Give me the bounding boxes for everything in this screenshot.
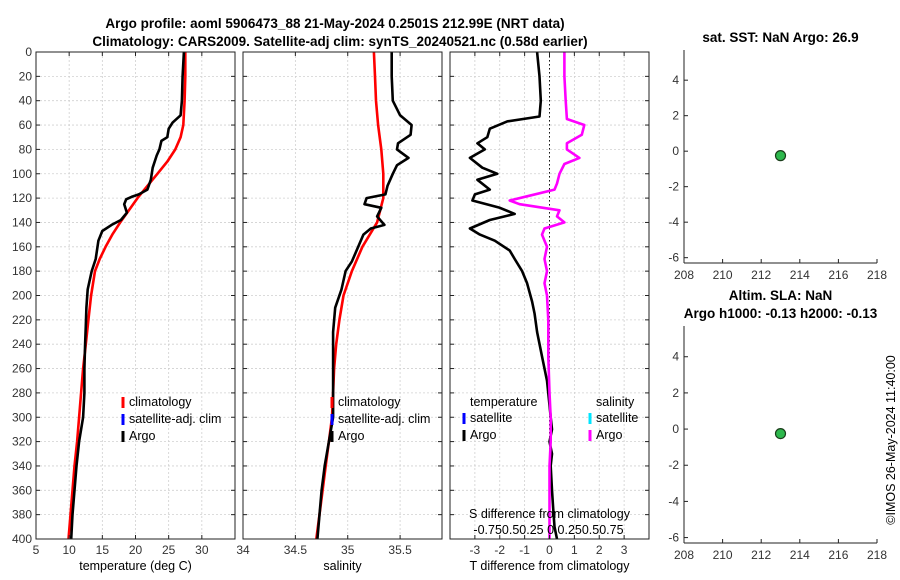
legend-label: satellite-adj. clim [129, 412, 221, 426]
panel-title: sat. SST: NaN Argo: 26.9 [702, 30, 858, 45]
tick-label-y: 400 [12, 532, 32, 546]
tick-label-x: 210 [713, 548, 733, 562]
series-salinity-argo [508, 52, 586, 539]
legend-label: Argo [596, 428, 622, 442]
tick-label-x: 212 [751, 548, 771, 562]
tick-label-y: 280 [12, 386, 32, 400]
tick-label-y: 240 [12, 337, 32, 351]
sst-panel: sat. SST: NaN Argo: 26.9 -6 -4 -2 0 2 4 208 210 2… [668, 30, 887, 282]
tick-label-y: 80 [19, 142, 33, 156]
axis-label-x: salinity [323, 559, 362, 573]
tick-label-y: 360 [12, 483, 32, 497]
tick-label-x: 3 [621, 543, 628, 557]
panel-title: Altim. SLA: NaN [729, 288, 833, 303]
tick-label-y: -6 [668, 531, 679, 545]
tick-label-x: -1 [519, 543, 530, 557]
tick-label-x: 210 [713, 268, 733, 282]
tick-label-y: 320 [12, 435, 32, 449]
tick-label-x: 208 [674, 268, 694, 282]
tick-label-x: 20 [129, 543, 143, 557]
tick-label-x: 0 [546, 543, 553, 557]
legend-label: Argo [338, 429, 364, 443]
figure-title-line2: Climatology: CARS2009. Satellite-adj cli… [92, 34, 587, 49]
legend-label: Argo [129, 429, 155, 443]
legend-header-salinity: salinity [596, 395, 635, 409]
tick-label-x: 34 [236, 543, 250, 557]
figure-title-line1: Argo profile: aoml 5906473_88 21-May-202… [105, 16, 564, 31]
top-axis-ticks: -0.750.50.25 0 0.250.50.75 [473, 523, 623, 537]
tick-label-y: 120 [12, 191, 32, 205]
tick-label-y: 0 [672, 422, 679, 436]
tick-label-x: 35 [341, 543, 355, 557]
top-axis-label: S difference from climatology [469, 507, 631, 521]
tick-label-y: -6 [668, 251, 679, 265]
tick-label-x: 10 [62, 543, 76, 557]
tick-label-x: 2 [596, 543, 603, 557]
legend-label: climatology [129, 395, 192, 409]
tick-label-y: 260 [12, 362, 32, 376]
tick-label-y: 2 [672, 109, 679, 123]
tick-label-x: 34.5 [284, 543, 308, 557]
tick-label-y: 100 [12, 167, 32, 181]
legend-header-temperature: temperature [470, 395, 537, 409]
tick-label-x: 216 [828, 268, 848, 282]
tick-label-x: 15 [96, 543, 110, 557]
tick-label-y: -2 [668, 180, 679, 194]
tick-label-x: 1 [571, 543, 578, 557]
tick-label-x: -2 [494, 543, 505, 557]
legend-label: Argo [470, 428, 496, 442]
axis-label-x: temperature (deg C) [79, 559, 192, 573]
tick-label-x: 25 [162, 543, 176, 557]
tick-label-x: 35.5 [388, 543, 412, 557]
tick-label-x: 212 [751, 268, 771, 282]
tick-label-y: 160 [12, 240, 32, 254]
tick-label-y: -4 [668, 215, 679, 229]
tick-label-y: 200 [12, 289, 32, 303]
tick-label-y: 4 [672, 73, 679, 87]
tick-label-y: 40 [19, 94, 33, 108]
tick-label-y: -4 [668, 494, 679, 508]
data-point [774, 150, 787, 162]
panel-title: Argo h1000: -0.13 h2000: -0.13 [684, 306, 878, 321]
tick-label-x: 30 [195, 543, 209, 557]
tick-label-y: 300 [12, 410, 32, 424]
temperature-panel: 5 10 15 20 25 3002040608010012014016018020022… [12, 45, 236, 573]
tick-label-y: 0 [672, 144, 679, 158]
series-climatology [67, 52, 187, 540]
tick-label-y: 20 [19, 69, 33, 83]
tick-label-x: 218 [867, 548, 887, 562]
sla-panel: Altim. SLA: NaN Argo h1000: -0.13 h2000: … [668, 288, 887, 562]
tick-label-y: 60 [19, 118, 33, 132]
tick-label-y: 180 [12, 264, 32, 278]
tick-label-x: 208 [674, 548, 694, 562]
tick-label-x: -3 [470, 543, 481, 557]
tick-label-y: 140 [12, 215, 32, 229]
legend-label: satellite-adj. clim [338, 412, 430, 426]
difference-panel: -3 -2 -1 0 1 2 3 T difference from climatology t… [449, 51, 650, 573]
legend-label: climatology [338, 395, 401, 409]
tick-label-y: -2 [668, 458, 679, 472]
tick-label-x: 5 [33, 543, 40, 557]
tick-label-y: 380 [12, 508, 32, 522]
tick-label-x: 216 [828, 548, 848, 562]
tick-label-x: 214 [790, 548, 810, 562]
tick-label-y: 4 [672, 350, 679, 364]
series-argo [69, 51, 186, 540]
salinity-panel: 34 34.5 35 35.5 salinity climatology satellite… [236, 51, 443, 573]
axis-label-x: T difference from climatology [469, 559, 630, 573]
tick-label-y: 340 [12, 459, 32, 473]
tick-label-y: 220 [12, 313, 32, 327]
imos-watermark: ©IMOS 26-May-2024 11:40:00 [884, 355, 898, 525]
tick-label-y: 2 [672, 386, 679, 400]
tick-label-x: 214 [790, 268, 810, 282]
data-point [774, 427, 787, 440]
tick-label-y: 0 [25, 45, 32, 59]
legend-label: satellite [470, 411, 512, 425]
tick-label-x: 218 [867, 268, 887, 282]
legend-label: satellite [596, 411, 638, 425]
